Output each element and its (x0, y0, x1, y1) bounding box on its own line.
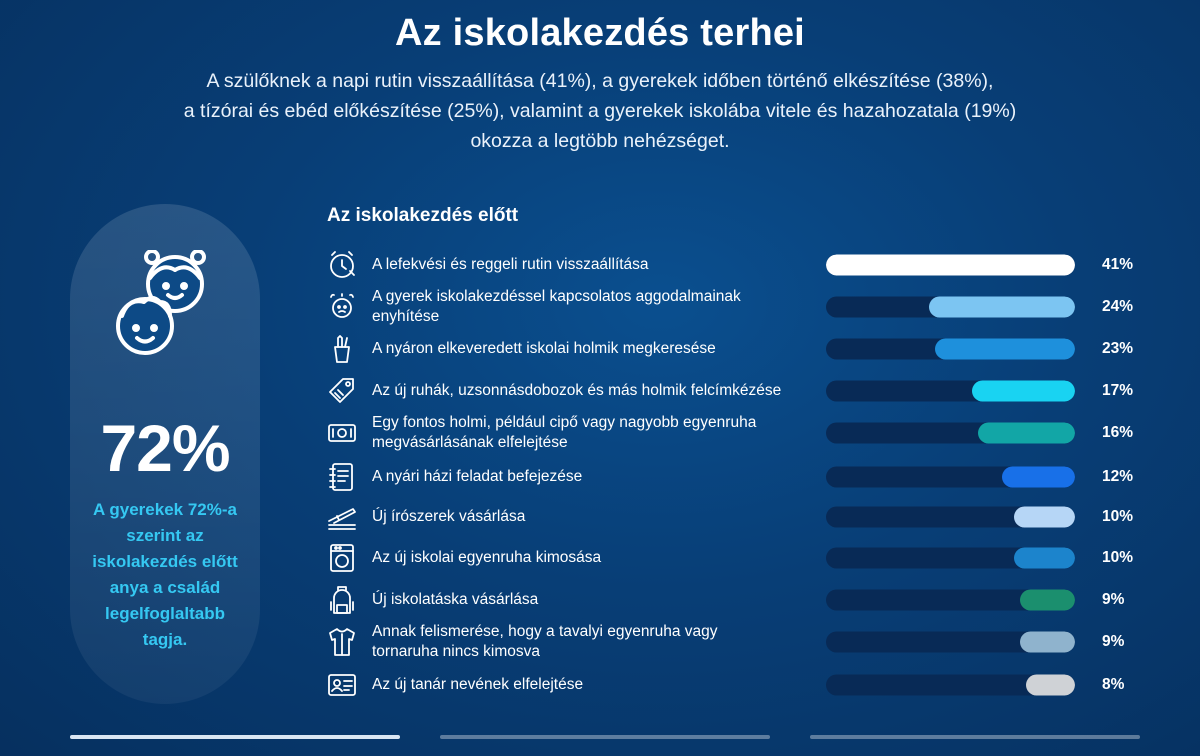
subtitle-line: okozza a legtöbb nehézséget. (470, 130, 730, 152)
note-line: A gyerekek 72%-a (93, 500, 237, 519)
bar-label: Az új iskolai egyenruha kimosása (372, 548, 792, 568)
bar-row: Annak felismerése, hogy a tavalyi egyenr… (326, 622, 1146, 662)
bar-label: A lefekvési és reggeli rutin visszaállít… (372, 255, 792, 275)
bar-label: Új iskolatáska vásárlása (372, 590, 792, 610)
chart-title: Az iskolakezdés előtt (327, 205, 519, 226)
bar-label: Az új tanár nevének elfelejtése (372, 675, 792, 695)
bar-track (826, 254, 1075, 276)
washing-machine-icon (326, 542, 358, 574)
bar-label: A gyerek iskolakezdéssel kapcsolatos agg… (372, 287, 792, 327)
bar-track (826, 422, 1075, 444)
bar (826, 254, 1075, 276)
pencil-cup-icon (326, 333, 358, 365)
bar-label-line: Annak felismerése, hogy a tavalyi egyenr… (372, 623, 718, 640)
bar-value-label: 9% (1102, 633, 1125, 650)
id-card-icon (326, 669, 358, 701)
shirt-icon (326, 626, 358, 658)
bar (978, 422, 1075, 444)
note-line: tagja. (142, 630, 188, 649)
bar-value-label: 10% (1102, 508, 1134, 525)
bar-label-line: tornaruha nincs kimosva (372, 643, 540, 660)
bar-track (826, 674, 1075, 696)
bar-value-label: 12% (1102, 468, 1134, 485)
bar-value-label: 16% (1102, 424, 1134, 441)
bar-label-line: Az új ruhák, uzsonnásdobozok és más holm… (372, 382, 782, 399)
bar-label: Egy fontos holmi, például cipő vagy nagy… (372, 413, 792, 453)
page-subtitle: A szülőknek a napi rutin visszaállítása … (150, 66, 1050, 156)
subtitle-line: A szülőknek a napi rutin visszaállítása … (206, 70, 994, 92)
note-line: anya a család (109, 578, 221, 597)
bar-label-line: A nyáron elkeveredett iskolai holmik meg… (372, 340, 716, 357)
bar-row: Új írószerek vásárlása 10% (326, 497, 1146, 537)
children-faces-icon (116, 250, 206, 355)
bar-label: A nyáron elkeveredett iskolai holmik meg… (372, 339, 792, 359)
bar-track (826, 338, 1075, 360)
carousel-indicator[interactable] (440, 735, 770, 739)
page-title: Az iskolakezdés terhei (395, 12, 805, 54)
highlight-note: A gyerekek 72%-a szerint az iskolakezdés… (78, 497, 252, 653)
bar-value-label: 23% (1102, 340, 1134, 357)
bar-label-line: A gyerek iskolakezdéssel kapcsolatos agg… (372, 288, 741, 325)
bar-value-label: 8% (1102, 676, 1125, 693)
stapler-icon (326, 501, 358, 533)
note-line: iskolakezdés előtt (92, 552, 238, 571)
carousel-indicator[interactable] (810, 735, 1140, 739)
tag-icon (326, 375, 358, 407)
bar-track (826, 631, 1075, 653)
bar-value-label: 9% (1102, 591, 1125, 608)
bar-track (826, 506, 1075, 528)
bar (935, 338, 1075, 360)
bar-row: A gyerek iskolakezdéssel kapcsolatos agg… (326, 287, 1146, 327)
bar-row: A nyári házi feladat befejezése 12% (326, 457, 1146, 497)
bar-label-line: Egy fontos holmi, például cipő vagy nagy… (372, 414, 757, 431)
subtitle-line: a tízórai és ebéd előkészítése (25%), va… (183, 100, 1017, 122)
bar-label-line: megvásárlásának elfelejtése (372, 434, 568, 451)
bar-label-line: A nyári házi feladat befejezése (372, 468, 583, 485)
bar (1002, 466, 1075, 488)
alarm-clock-icon (326, 249, 358, 281)
bar (929, 296, 1075, 318)
bar-track (826, 466, 1075, 488)
bar-label-line: Új iskolatáska vásárlása (372, 591, 539, 608)
worried-face-icon (326, 291, 358, 323)
bar-label: Az új ruhák, uzsonnásdobozok és más holm… (372, 381, 792, 401)
bar-value-label: 10% (1102, 549, 1134, 566)
bar-value-label: 24% (1102, 298, 1134, 315)
note-line: legelfoglaltabb (105, 604, 225, 623)
bar-row: A lefekvési és reggeli rutin visszaállít… (326, 245, 1146, 285)
bar-row: Egy fontos holmi, például cipő vagy nagy… (326, 413, 1146, 453)
banknote-icon (326, 417, 358, 449)
bar (1014, 506, 1075, 528)
bar-track (826, 296, 1075, 318)
notebook-icon (326, 461, 358, 493)
backpack-icon (326, 584, 358, 616)
bar-row: Az új iskolai egyenruha kimosása 10% (326, 538, 1146, 578)
bar-label-line: Az új iskolai egyenruha kimosása (372, 549, 602, 566)
bar-track (826, 380, 1075, 402)
bar-label: Annak felismerése, hogy a tavalyi egyenr… (372, 622, 792, 662)
bar-row: Új iskolatáska vásárlása 9% (326, 580, 1146, 620)
bar-row: Az új ruhák, uzsonnásdobozok és más holm… (326, 371, 1146, 411)
bar (1020, 589, 1075, 611)
bar-track (826, 547, 1075, 569)
bar (1020, 631, 1075, 653)
bar (972, 380, 1075, 402)
bar-label-line: Az új tanár nevének elfelejtése (372, 676, 584, 693)
bar-label: A nyári házi feladat befejezése (372, 467, 792, 487)
bar-value-label: 17% (1102, 382, 1134, 399)
bar (1026, 674, 1075, 696)
bar-label-line: Új írószerek vásárlása (372, 508, 526, 525)
bar-row: A nyáron elkeveredett iskolai holmik meg… (326, 329, 1146, 369)
carousel-indicator-active[interactable] (70, 735, 400, 739)
highlight-percentage: 72% (100, 411, 230, 485)
bar-value-label: 41% (1102, 256, 1134, 273)
bar-label-line: A lefekvési és reggeli rutin visszaállít… (372, 256, 649, 273)
bar-row: Az új tanár nevének elfelejtése 8% (326, 665, 1146, 705)
bar (1014, 547, 1075, 569)
bar-track (826, 589, 1075, 611)
bar-label: Új írószerek vásárlása (372, 507, 792, 527)
note-line: szerint az (126, 526, 204, 545)
